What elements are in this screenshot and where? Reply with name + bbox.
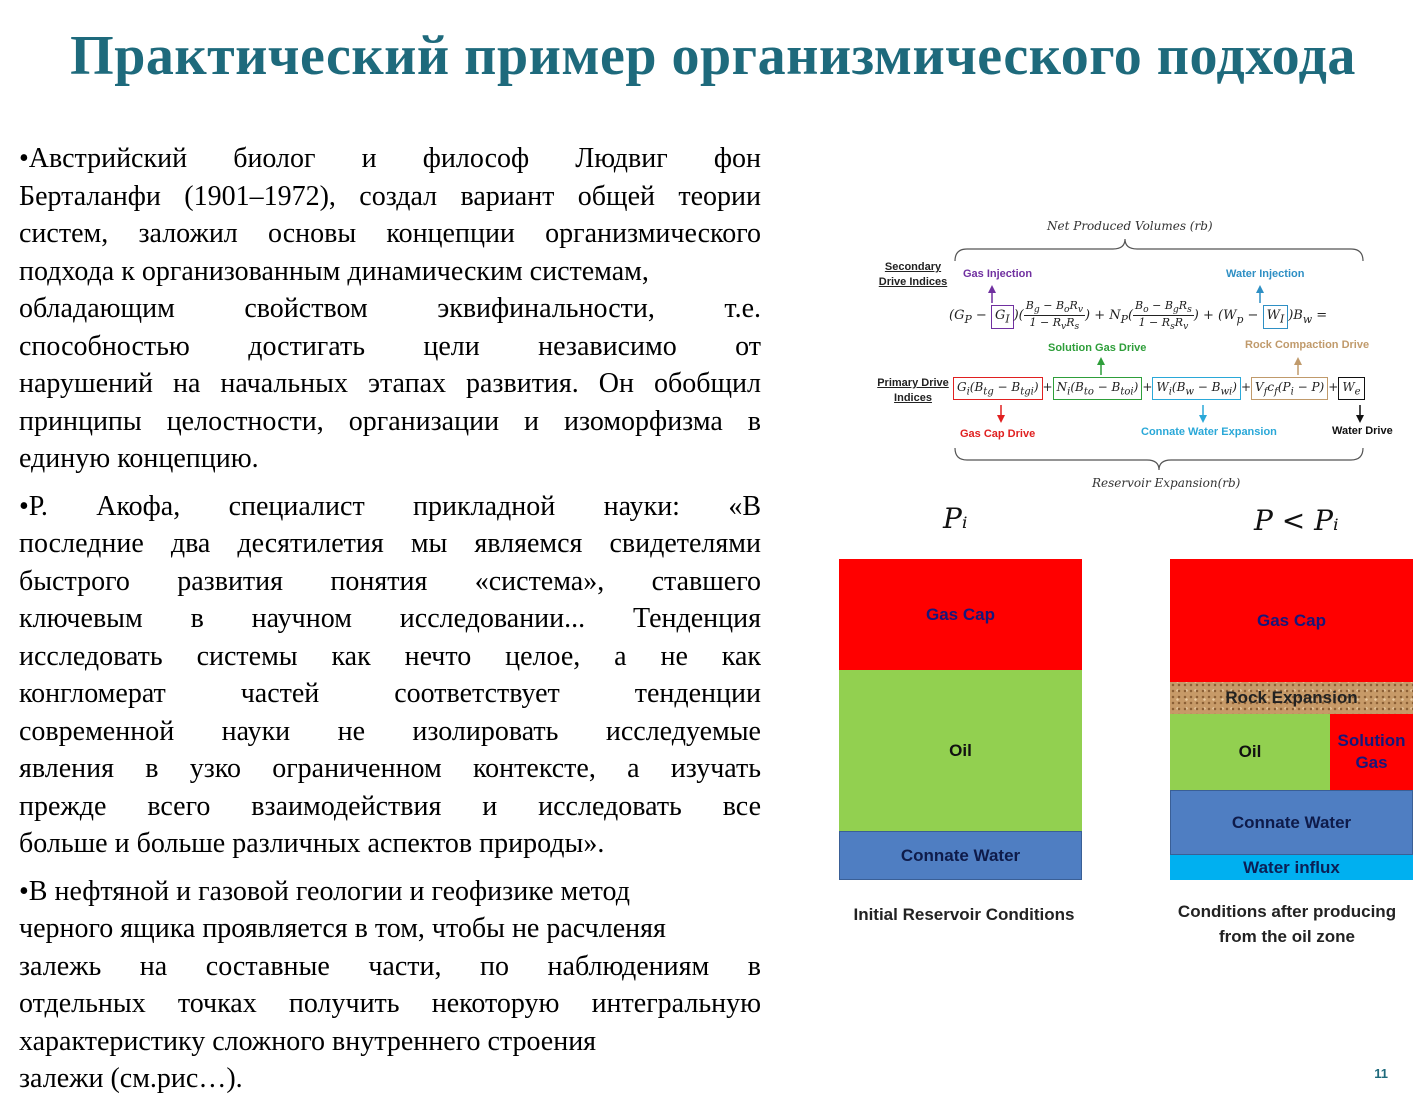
text-line: подхода к организованным динамическим си…	[19, 255, 649, 287]
paragraph-ackoff: •Р. Акофа, специалист прикладной науки: …	[19, 488, 761, 863]
slide-title: Практический пример организмического под…	[70, 25, 1356, 87]
text-line: способностью достигать цели независимо о…	[19, 330, 761, 362]
text-line: характеристику сложного внутреннего стро…	[19, 1025, 597, 1057]
water-drive-tag: Water Drive	[1332, 425, 1393, 437]
text-line: •Австрийский биолог и философ Людвиг фон	[19, 143, 761, 174]
gas-cap-drive-tag: Gas Cap Drive	[960, 428, 1036, 440]
text-line: исследовать системы как нечто целое, а н…	[19, 640, 761, 672]
text-line: залежи (см.рис…).	[19, 1063, 243, 1094]
reservoir-expansion-caption: Reservoir Expansion(rb)	[1092, 476, 1241, 490]
rock-expansion-layer: Rock Expansion	[1170, 682, 1413, 714]
text-line: принципы целостности, организации и изом…	[19, 405, 761, 437]
oil-layer: Oil	[1170, 714, 1330, 790]
text-line: явления в узко ограниченном контексте, а…	[19, 753, 761, 784]
paragraph-bertalanffy: •Австрийский биолог и философ Людвиг фон…	[19, 140, 761, 478]
rock-compaction-arrowhead	[1294, 357, 1302, 365]
gas-injection-arrowhead	[988, 285, 996, 293]
water-drive-arrowhead	[1356, 415, 1364, 423]
text-line: ключевым в научном исследовании... Тенде…	[19, 603, 761, 634]
gas-cap-layer: Gas Cap	[1170, 559, 1413, 682]
top-brace	[954, 238, 1364, 262]
connate-water-layer: Connate Water	[839, 831, 1082, 880]
text-line: черного ящика проявляется в том, чтобы н…	[19, 913, 666, 944]
bottom-brace	[954, 447, 1364, 471]
rock-compaction-drive-tag: Rock Compaction Drive	[1245, 339, 1370, 351]
text-line: единую концепцию.	[19, 443, 259, 474]
net-produced-caption: Net Produced Volumes (rb)	[1047, 219, 1213, 233]
water-injection-tag: Water Injection	[1226, 268, 1305, 280]
solution-gas-arrowhead	[1097, 357, 1105, 365]
material-balance-figure: Net Produced Volumes (rb) Secondary Driv…	[873, 213, 1393, 498]
text-line: залежь на составные части, по наблюдения…	[19, 950, 761, 982]
text-line: систем, заложил основы концепции организ…	[19, 218, 761, 249]
text-line: быстрого развития понятия «система», ста…	[19, 565, 761, 597]
text-line: нарушений на начальных этапах развития. …	[19, 368, 761, 399]
text-line: современной науки не изолировать исследу…	[19, 715, 761, 747]
text-line: •В нефтяной и газовой геологии и геофизи…	[19, 875, 630, 907]
text-line: последние два десятилетия мы являемся св…	[19, 528, 761, 559]
body-text: •Австрийский биолог и философ Людвиг фон…	[19, 140, 761, 1108]
text-line: конгломерат частей соответствует тенденц…	[19, 678, 761, 709]
gas-cap-arrowhead	[997, 415, 1005, 423]
after-production-caption: Conditions after producing from the oil …	[1177, 902, 1397, 946]
formula-braces	[954, 238, 1364, 471]
oil-layer: Oil	[839, 670, 1082, 831]
text-line: Берталанфи (1901–1972), создал вариант о…	[19, 180, 761, 212]
text-line: прежде всего взаимодействия и исследоват…	[19, 790, 761, 822]
initial-conditions-caption: Initial Reservoir Conditions	[853, 905, 1075, 924]
text-line: •Р. Акофа, специалист прикладной науки: …	[19, 490, 761, 522]
connate-water-arrowhead	[1199, 415, 1207, 423]
paragraph-black-box: •В нефтяной и газовой геологии и геофизи…	[19, 873, 761, 1098]
connate-water-expansion-tag: Connate Water Expansion	[1141, 426, 1277, 438]
primary-equation: Gi(Btg − Btgi) + Ni(Bto − Btoi) + Wi(Bw − Bw…	[953, 377, 1365, 401]
initial-pressure-label: Pᵢ	[943, 502, 968, 535]
text-line: обладающим свойством эквифинальности, т.…	[19, 293, 761, 324]
reduced-pressure-label: P < Pᵢ	[1254, 504, 1339, 537]
secondary-drive-label: Secondary Drive Indices	[878, 261, 948, 288]
primary-drive-label: Primary Drive Indices	[877, 377, 949, 404]
secondary-equation: (GP − GI)(Bg − BoRv 1 − RvRs) + NP(Bo − B…	[949, 299, 1328, 333]
text-line: отдельных точках получить некоторую инте…	[19, 988, 761, 1019]
water-influx-layer: Water influx	[1170, 855, 1413, 880]
text-line: больше и больше различных аспектов приро…	[19, 828, 605, 859]
gas-injection-tag: Gas Injection	[963, 268, 1033, 280]
page-number: 11	[1374, 1066, 1388, 1081]
gas-cap-layer: Gas Cap	[839, 559, 1082, 670]
solution-gas-drive-tag: Solution Gas Drive	[1048, 342, 1147, 354]
solution-gas-layer: Solution Gas	[1330, 714, 1413, 790]
water-injection-arrowhead	[1256, 285, 1264, 293]
connate-water-layer: Connate Water	[1170, 790, 1413, 855]
